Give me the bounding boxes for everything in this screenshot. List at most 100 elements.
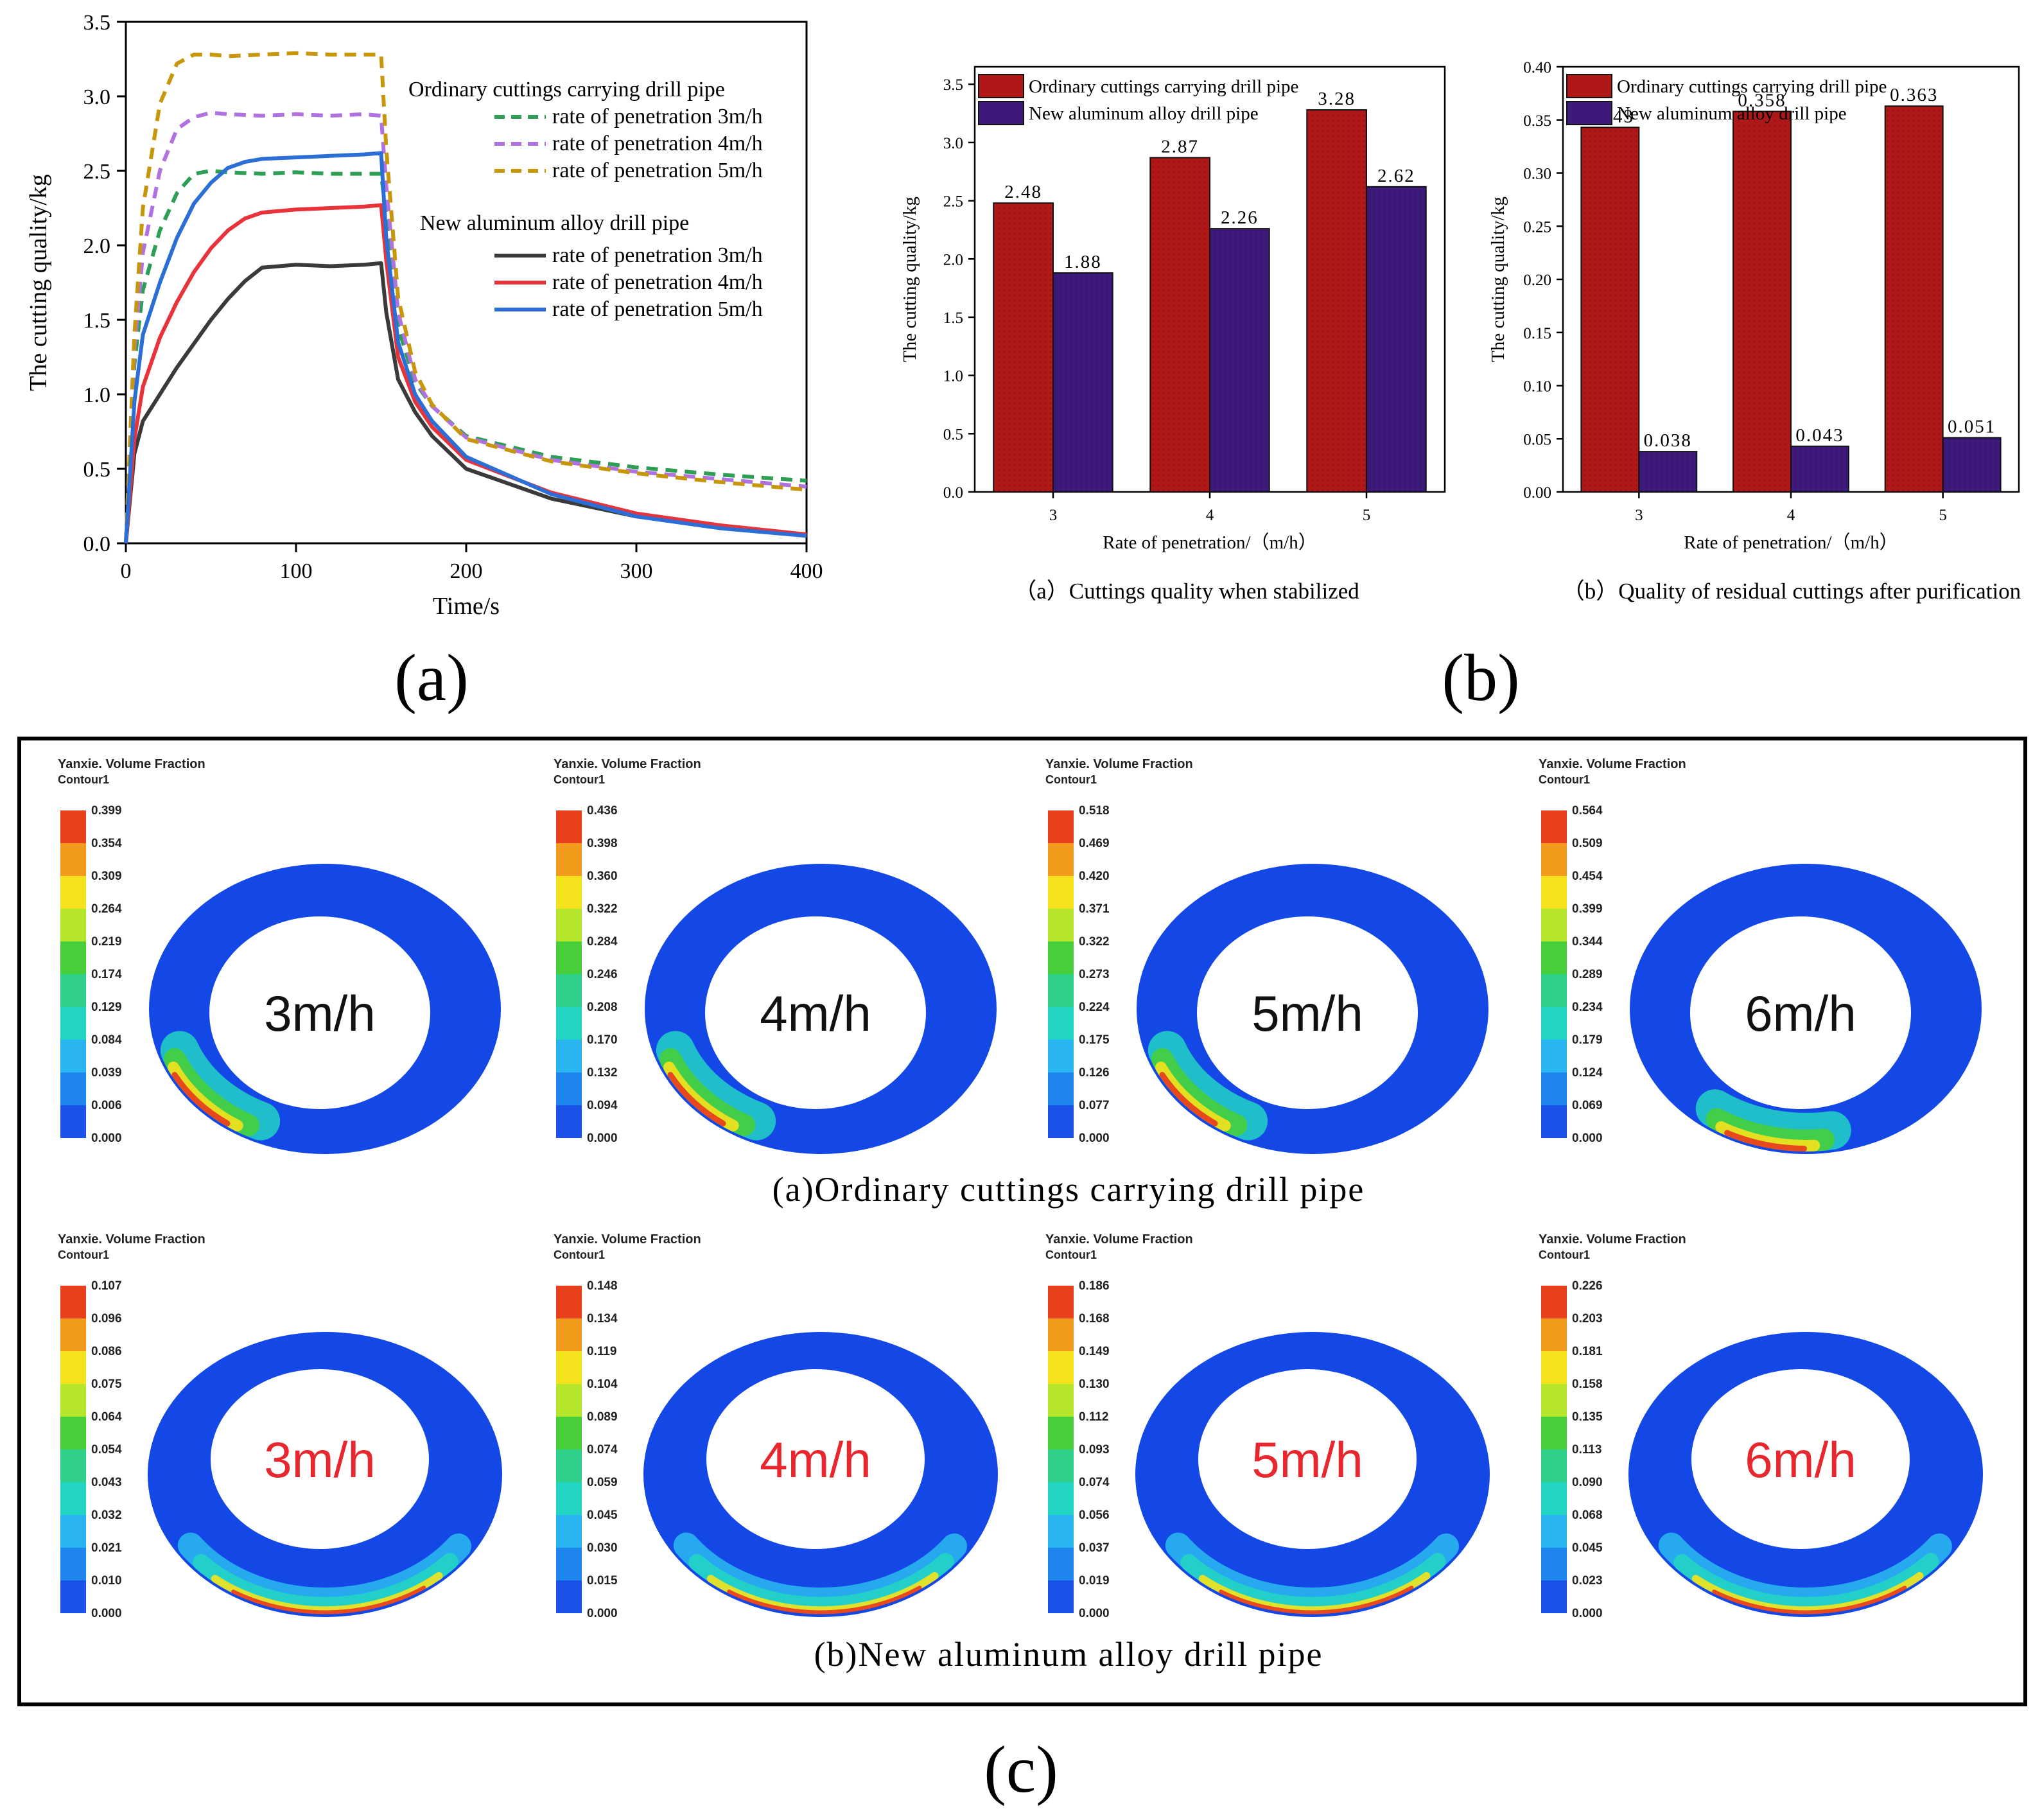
colorbar-segment (1541, 1580, 1567, 1613)
colorbar-tick-label: 0.436 (587, 804, 618, 818)
line-y-tick-label: 0.5 (83, 458, 111, 482)
cuttings-bed-band (688, 1553, 954, 1614)
line-y-tick-label: 1.5 (83, 309, 111, 333)
colorbar-tick-label: 0.168 (1079, 1312, 1110, 1326)
colorbar-tick-label: 0.059 (587, 1476, 618, 1489)
colorbar-segment (1048, 810, 1074, 843)
line-legend-entry: rate of penetration 3m/h (552, 105, 763, 128)
colorbar-tick-label: 0.264 (91, 902, 122, 916)
colorbar-segment (60, 1286, 86, 1318)
colorbar-segment (1541, 1072, 1567, 1105)
drill-pipe-hole (1691, 1369, 1910, 1549)
colorbar-segment (556, 1417, 582, 1449)
cuttings-bed-band (1724, 1130, 1808, 1151)
bar-y-tick-label: 0.30 (1523, 166, 1551, 183)
bar-chart-residual: 0.00 0.05 0.10 0.15 0.20 0.25 0.30 0.35 0.40 3 0.3… (1488, 59, 2021, 604)
cuttings-bed-band (211, 1571, 443, 1614)
colorbar-segment (556, 1548, 582, 1580)
contour-header: Yanxie. Volume Fraction (1539, 757, 1686, 771)
colorbar-tick-label: 0.284 (587, 935, 618, 949)
colorbar-tick-label: 0.074 (1079, 1476, 1110, 1489)
colorbar-segment (1048, 1417, 1074, 1449)
colorbar-tick-label: 0.148 (587, 1279, 618, 1293)
line-series-ordinary-3mh (124, 169, 807, 544)
bar-data-label: 3.28 (1318, 89, 1356, 109)
colorbar-tick-label: 0.273 (1079, 968, 1110, 981)
bar-y-tick-label: 0.0 (943, 484, 963, 502)
drill-pipe-hole (1197, 916, 1418, 1109)
colorbar-segment (60, 1482, 86, 1515)
colorbar-segment (1541, 1007, 1567, 1040)
contour-header: Yanxie. Volume Fraction (58, 1232, 205, 1247)
colorbar-tick-label: 0.354 (91, 837, 122, 850)
colorbar-tick-label: 0.246 (587, 968, 618, 981)
colorbar-segment (60, 876, 86, 909)
bar-y-tick-label: 0.20 (1523, 272, 1551, 289)
bar-chart-stabilized: 0.0 0.5 1.0 1.5 2.0 2.5 3.0 3.5 3 2.48 1.88 4 2.87 2.… (900, 66, 1446, 604)
colorbar-tick-label: 0.069 (1572, 1099, 1603, 1112)
bar-y-tick-label: 3.5 (943, 76, 963, 94)
colorbar-tick-label: 0.093 (1079, 1443, 1110, 1457)
bar-texture (1053, 273, 1113, 492)
colorbar-tick-label: 0.077 (1079, 1099, 1110, 1112)
contour-panel-ordinary-6m/h: Yanxie. Volume Fraction Contour1 0.564 0.50… (1539, 757, 1982, 1154)
contour-panel-ordinary-4m/h: Yanxie. Volume Fraction Contour1 0.436 0.39… (554, 757, 997, 1154)
contour-panel-ordinary-3m/h: Yanxie. Volume Fraction Contour1 0.399 0.35… (58, 757, 501, 1154)
colorbar-tick-label: 0.112 (1079, 1410, 1109, 1424)
colorbar-tick-label: 0.124 (1572, 1066, 1603, 1080)
colorbar-tick-label: 0.371 (1079, 902, 1110, 916)
contour-frame (17, 737, 2027, 1706)
bar-x-tick-label: 4 (1787, 507, 1795, 524)
cuttings-bed-band (1691, 1571, 1924, 1614)
line-y-tick-label: 2.5 (83, 160, 111, 184)
colorbar-segment (556, 1580, 582, 1613)
bar-texture (1733, 111, 1791, 492)
colorbar-tick-label: 0.074 (587, 1443, 618, 1457)
line-series-ordinary-5mh (124, 51, 807, 544)
colorbar-tick-label: 0.023 (1572, 1574, 1603, 1588)
bar-data-label: 0.051 (1948, 417, 1996, 437)
bar-legend-entry: New aluminum alloy drill pipe (1617, 103, 1847, 124)
drill-pipe-hole (211, 1369, 429, 1549)
row-caption-ordinary: (a)Ordinary cuttings carrying drill pipe (772, 1170, 1365, 1209)
colorbar-tick-label: 0.089 (587, 1410, 618, 1424)
contour-subheader: Contour1 (554, 773, 605, 786)
bar-y-tick-label: 1.0 (943, 368, 963, 385)
drill-pipe-hole (705, 916, 926, 1109)
line-y-tick-label: 2.0 (83, 234, 111, 258)
bar-data-label: 0.038 (1644, 430, 1692, 451)
colorbar-tick-label: 0.135 (1572, 1410, 1603, 1424)
colorbar-tick-label: 0.096 (91, 1312, 122, 1326)
colorbar-tick-label: 0.032 (91, 1509, 122, 1522)
colorbar-segment (1048, 1548, 1074, 1580)
speed-label: 4m/h (760, 1431, 871, 1488)
colorbar-segment (60, 909, 86, 941)
line-y-tick-label: 1.0 (83, 383, 111, 407)
colorbar-tick-label: 0.000 (91, 1607, 122, 1620)
contour-subheader: Contour1 (1045, 1248, 1097, 1261)
line-legend-entry: rate of penetration 5m/h (552, 159, 763, 182)
colorbar-segment (60, 1384, 86, 1417)
colorbar-segment (1048, 1482, 1074, 1515)
colorbar-tick-label: 0.219 (91, 935, 122, 949)
cuttings-bed-band (1159, 1072, 1218, 1126)
colorbar-segment (1541, 1449, 1567, 1482)
bar-y-axis-title: The cutting quality/kg (900, 197, 920, 362)
colorbar-segment (1541, 909, 1567, 941)
contour-header: Yanxie. Volume Fraction (58, 757, 205, 771)
speed-label: 5m/h (1252, 985, 1363, 1042)
contour-header: Yanxie. Volume Fraction (1539, 1232, 1686, 1247)
colorbar-tick-label: 0.006 (91, 1099, 122, 1112)
colorbar-tick-label: 0.322 (587, 902, 618, 916)
colorbar-tick-label: 0.045 (1572, 1541, 1603, 1555)
contour-header: Yanxie. Volume Fraction (1045, 757, 1193, 771)
colorbar-tick-label: 0.234 (1572, 1001, 1603, 1014)
colorbar-tick-label: 0.564 (1572, 804, 1603, 818)
colorbar-tick-label: 0.000 (91, 1132, 122, 1145)
cuttings-bed-band (1715, 1121, 1820, 1151)
bar-data-label: 0.358 (1738, 91, 1786, 111)
colorbar-tick-label: 0.037 (1079, 1541, 1110, 1555)
colorbar-segment (60, 1417, 86, 1449)
